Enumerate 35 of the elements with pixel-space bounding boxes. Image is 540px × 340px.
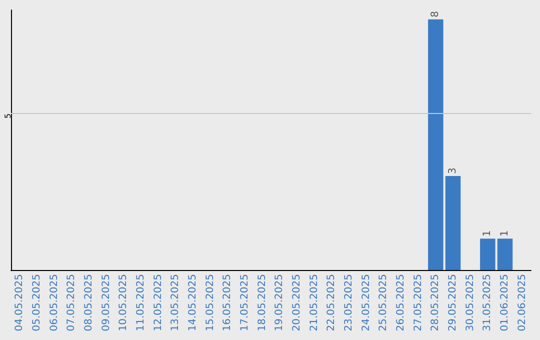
x-tick-label: 30.05.2025	[464, 274, 476, 332]
data-label: 8	[430, 11, 442, 18]
x-tick-label: 16.05.2025	[222, 274, 234, 332]
x-tick-label: 11.05.2025	[136, 274, 146, 332]
x-tick-label: 02.06.2025	[516, 274, 528, 332]
x-tick-label: 07.05.2025	[66, 274, 78, 332]
x-tick-label: 23.05.2025	[344, 274, 354, 332]
x-tick-label: 19.05.2025	[274, 274, 286, 332]
data-label: 1	[482, 230, 494, 237]
x-tick-label: 18.05.2025	[256, 274, 268, 332]
x-tick-label: 05.05.2025	[32, 274, 42, 332]
x-tick-label: 15.05.2025	[204, 274, 216, 332]
x-tick-label: 13.05.2025	[170, 274, 182, 332]
x-tick-label: 31.05.2025	[482, 274, 494, 332]
x-tick-label: 10.05.2025	[118, 274, 130, 332]
x-tick-label: 09.05.2025	[100, 274, 112, 332]
x-tick-label: 01.06.2025	[500, 274, 510, 332]
data-label: 3	[448, 168, 458, 174]
x-tick-label: 22.05.2025	[326, 274, 338, 332]
x-tick-label: 08.05.2025	[84, 274, 94, 332]
x-tick-label: 04.05.2025	[14, 274, 26, 332]
x-tick-label: 25.05.2025	[378, 274, 390, 332]
x-tick-label: 26.05.2025	[396, 274, 406, 332]
ref-line-label: 5	[4, 113, 12, 118]
x-tick-label: 06.05.2025	[48, 274, 60, 332]
x-tick-label: 14.05.2025	[188, 274, 198, 332]
x-tick-label: 21.05.2025	[308, 274, 320, 332]
x-tick-label: 24.05.2025	[360, 274, 372, 332]
data-label: 1	[500, 230, 510, 237]
x-tick-label: 27.05.2025	[412, 274, 424, 332]
x-tick-label: 29.05.2025	[448, 274, 458, 332]
x-tick-label: 28.05.2025	[430, 274, 442, 332]
x-tick-label: 17.05.2025	[240, 274, 250, 332]
x-tick-label: 12.05.2025	[152, 274, 164, 332]
x-tick-label: 20.05.2025	[292, 274, 302, 332]
